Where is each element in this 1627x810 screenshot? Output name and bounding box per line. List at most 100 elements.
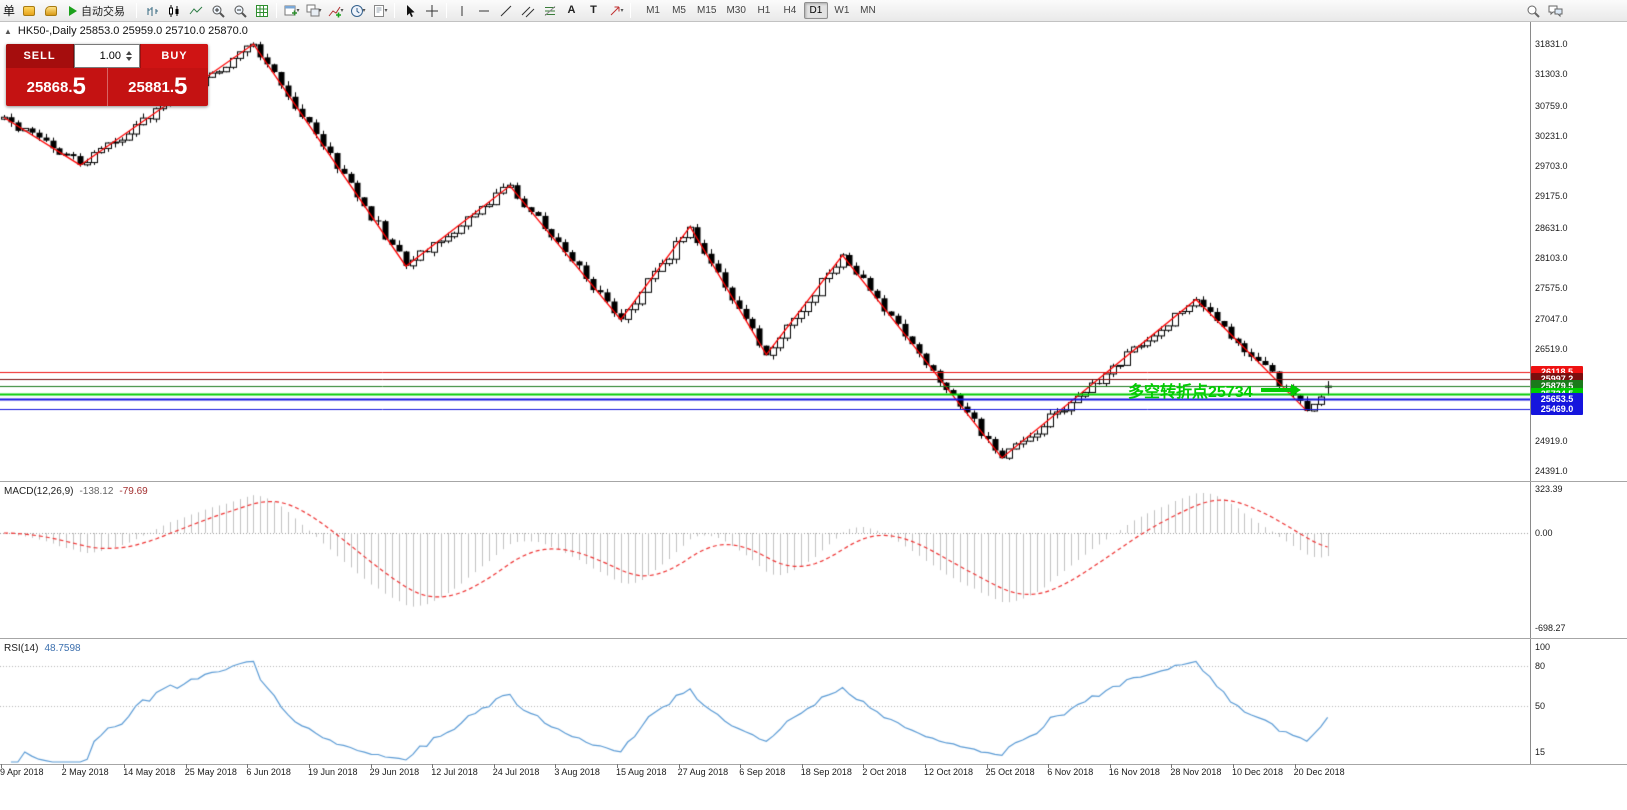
candlestick-button[interactable] — [163, 2, 184, 20]
sell-button[interactable]: SELL — [6, 44, 74, 68]
chat-icon — [1548, 5, 1563, 17]
profiles-button[interactable]: ▾ — [303, 2, 324, 20]
timeframe-button-m5[interactable]: M5 — [667, 2, 691, 19]
price-chart-canvas[interactable] — [0, 22, 1530, 480]
fibonacci-icon — [544, 5, 555, 16]
vertical-line-icon — [461, 5, 463, 16]
chart-annotation: 多空转折点25734 — [1128, 378, 1301, 402]
chevron-down-icon: ▾ — [362, 8, 366, 14]
periods-button[interactable]: ▾ — [347, 2, 368, 20]
templates-icon — [373, 4, 384, 17]
timeframe-button-mn[interactable]: MN — [856, 2, 880, 19]
new-order-button[interactable] — [18, 2, 39, 20]
orders-label[interactable]: 单 — [3, 4, 16, 18]
date-axis-label: 6 Jun 2018 — [246, 767, 291, 777]
rsi-scale-label: 15 — [1535, 747, 1546, 758]
rsi-scale-label: 50 — [1535, 701, 1546, 711]
volume-up-button[interactable] — [126, 51, 132, 55]
date-axis-label: 6 Sep 2018 — [739, 767, 786, 777]
zoom-out-button[interactable] — [229, 2, 250, 20]
timeframe-button-w1[interactable]: W1 — [830, 2, 854, 19]
toolbar-right-group — [1522, 2, 1566, 20]
bar-chart-button[interactable] — [141, 2, 162, 20]
volume-field — [74, 44, 140, 68]
price-axis-label: 31303.0 — [1535, 69, 1568, 80]
indicators-button[interactable]: ▾ — [325, 2, 346, 20]
price-axis-label: 30231.0 — [1535, 130, 1568, 141]
annotation-arrow-icon — [1260, 384, 1301, 396]
periods-icon — [350, 4, 363, 17]
channel-button[interactable] — [517, 2, 538, 20]
rsi-canvas[interactable] — [0, 640, 1530, 764]
macd-canvas[interactable] — [0, 483, 1530, 637]
timeframe-button-d1[interactable]: D1 — [803, 2, 828, 19]
price-level-tag: 25469.0 — [1531, 403, 1583, 416]
price-axis-label: 27047.0 — [1535, 313, 1568, 324]
chevron-down-icon: ▾ — [318, 8, 322, 14]
toolbar-separator — [630, 3, 632, 18]
price-axis-label: 28631.0 — [1535, 222, 1568, 233]
arrows-icon — [610, 6, 619, 15]
toolbar-separator — [276, 3, 278, 18]
timeframe-button-m1[interactable]: M1 — [641, 2, 665, 19]
price-axis-line — [1530, 22, 1531, 764]
grid-button[interactable] — [251, 2, 272, 20]
market-watch-button[interactable] — [40, 2, 61, 20]
one-click-collapse-icon[interactable]: ▲ — [4, 26, 12, 36]
macd-label: MACD(12,26,9) -138.12 -79.69 — [4, 486, 148, 497]
line-chart-button[interactable] — [185, 2, 206, 20]
text-label-button[interactable]: T — [583, 2, 604, 20]
new-order-icon — [22, 5, 35, 16]
buy-price: 25881. 5 — [108, 68, 209, 106]
chevron-down-icon: ▾ — [340, 8, 344, 14]
toolbar-separator — [446, 3, 448, 18]
horizontal-line-button[interactable] — [473, 2, 494, 20]
price-axis-label: 31831.0 — [1535, 39, 1568, 49]
templates-button[interactable]: ▾ — [369, 2, 390, 20]
vertical-line-button[interactable] — [451, 2, 472, 20]
macd-scale-label: -698.27 — [1535, 622, 1566, 633]
cursor-icon — [406, 4, 415, 17]
new-chart-button[interactable]: ▾ — [281, 2, 302, 20]
zoom-in-icon — [212, 5, 225, 18]
timeframe-button-m30[interactable]: M30 — [722, 2, 749, 19]
trendline-button[interactable] — [495, 2, 516, 20]
date-axis-label: 14 May 2018 — [123, 767, 176, 777]
price-axis-label: 24391.0 — [1535, 466, 1568, 477]
timeframe-button-h1[interactable]: H1 — [752, 2, 776, 19]
auto-trading-button[interactable]: 自动交易 — [62, 2, 132, 20]
panel-splitter[interactable] — [0, 481, 1627, 482]
zoom-out-icon — [234, 5, 247, 18]
annotation-text: 多空转折点25734 — [1128, 384, 1253, 401]
text-button[interactable]: A — [561, 2, 582, 20]
timeframe-toolbar: M1 M5 M15 M30 H1 H4 D1 W1 MN — [641, 2, 880, 19]
timeframe-button-m15[interactable]: M15 — [693, 2, 720, 19]
price-level-tag: 25653.5 — [1531, 392, 1583, 405]
panel-splitter[interactable] — [0, 638, 1627, 639]
date-axis-label: 28 Nov 2018 — [1170, 767, 1222, 777]
macd-name: MACD(12,26,9) — [4, 486, 74, 497]
auto-trading-label: 自动交易 — [81, 5, 126, 18]
buy-button[interactable]: BUY — [140, 44, 208, 68]
volume-down-button[interactable] — [126, 57, 132, 61]
rsi-scale-label: 80 — [1535, 661, 1546, 672]
date-axis-label: 9 Apr 2018 — [0, 767, 44, 777]
trade-panel-controls: SELL BUY — [6, 44, 208, 68]
volume-input[interactable] — [75, 50, 123, 62]
zoom-in-button[interactable] — [207, 2, 228, 20]
crosshair-button[interactable] — [421, 2, 442, 20]
search-button[interactable] — [1522, 2, 1543, 20]
toolbar-separator — [136, 3, 138, 18]
date-axis-label: 12 Jul 2018 — [431, 767, 478, 777]
date-axis-label: 18 Sep 2018 — [800, 767, 852, 777]
horizontal-line-icon — [478, 10, 489, 11]
timeframe-button-h4[interactable]: H4 — [778, 2, 802, 19]
fibonacci-button[interactable] — [539, 2, 560, 20]
indicators-icon — [328, 6, 341, 17]
one-click-trading-panel: SELL BUY 25868. 5 25881. 5 — [6, 44, 208, 106]
cursor-button[interactable] — [399, 2, 420, 20]
toolbar-separator — [394, 3, 396, 18]
arrows-button[interactable]: ▾ — [605, 2, 626, 20]
chat-button[interactable] — [1545, 2, 1566, 20]
trade-panel-prices: 25868. 5 25881. 5 — [6, 68, 208, 106]
